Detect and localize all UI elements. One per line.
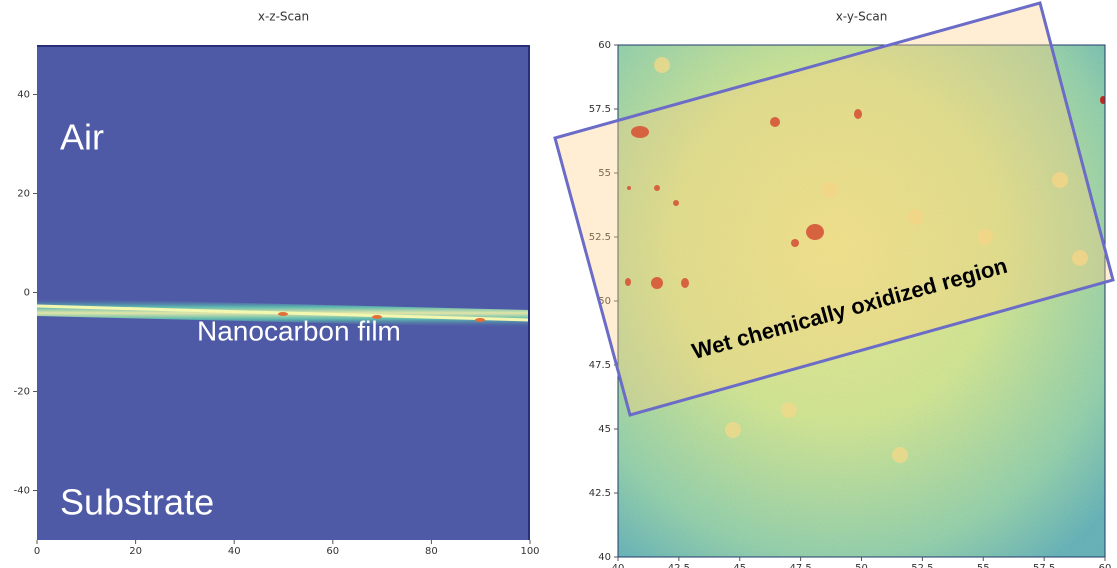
y-tick-label: 42.5 [589, 488, 611, 499]
x-tick-label: 40 [228, 546, 241, 557]
warm-spot [654, 57, 670, 73]
x-tick-label: 47.5 [789, 563, 811, 568]
warm-spot [781, 402, 797, 418]
x-tick-label: 57.5 [1033, 563, 1055, 568]
annotation: Air [60, 117, 104, 158]
x-tick-label: 60 [1099, 563, 1112, 568]
y-tick-label: 45 [598, 424, 611, 435]
x-tick-label: 42.5 [668, 563, 690, 568]
annotation: Substrate [60, 482, 214, 523]
chart-title: x-y-Scan [836, 10, 888, 24]
figure: x-z-Scan -40 -20 0 20 40 0 20 40 60 80 100 Air Nanoca… [0, 0, 1117, 568]
y-tick-label: 47.5 [589, 360, 611, 371]
y-tick-label: 57.5 [589, 104, 611, 115]
y-tick-label: 20 [17, 189, 30, 200]
x-tick-label: 20 [129, 546, 142, 557]
y-tick-label: 60 [598, 40, 611, 51]
x-tick-label: 52.5 [911, 563, 933, 568]
y-tick-label: 0 [24, 288, 30, 299]
heatmap-image [37, 45, 530, 540]
x-tick-label: 80 [425, 546, 438, 557]
chart-title: x-z-Scan [258, 10, 309, 24]
annotation: Nanocarbon film [197, 315, 401, 346]
y-tick-label: -20 [14, 387, 30, 398]
frame-right [528, 45, 530, 540]
warm-spot [892, 447, 908, 463]
y-tick-label: 40 [17, 90, 30, 101]
x-tick-label: 0 [34, 546, 40, 557]
x-tick-label: 50 [855, 563, 868, 568]
y-tick-label: 40 [598, 552, 611, 563]
x-tick-label: 45 [733, 563, 746, 568]
x-tick-label: 55 [977, 563, 990, 568]
x-tick-label: 40 [612, 563, 625, 568]
x-tick-label: 100 [520, 546, 539, 557]
warm-spot [725, 422, 741, 438]
film-spot [475, 318, 485, 322]
y-tick-label: -40 [14, 486, 30, 497]
frame-top [37, 45, 530, 47]
x-tick-label: 60 [326, 546, 339, 557]
